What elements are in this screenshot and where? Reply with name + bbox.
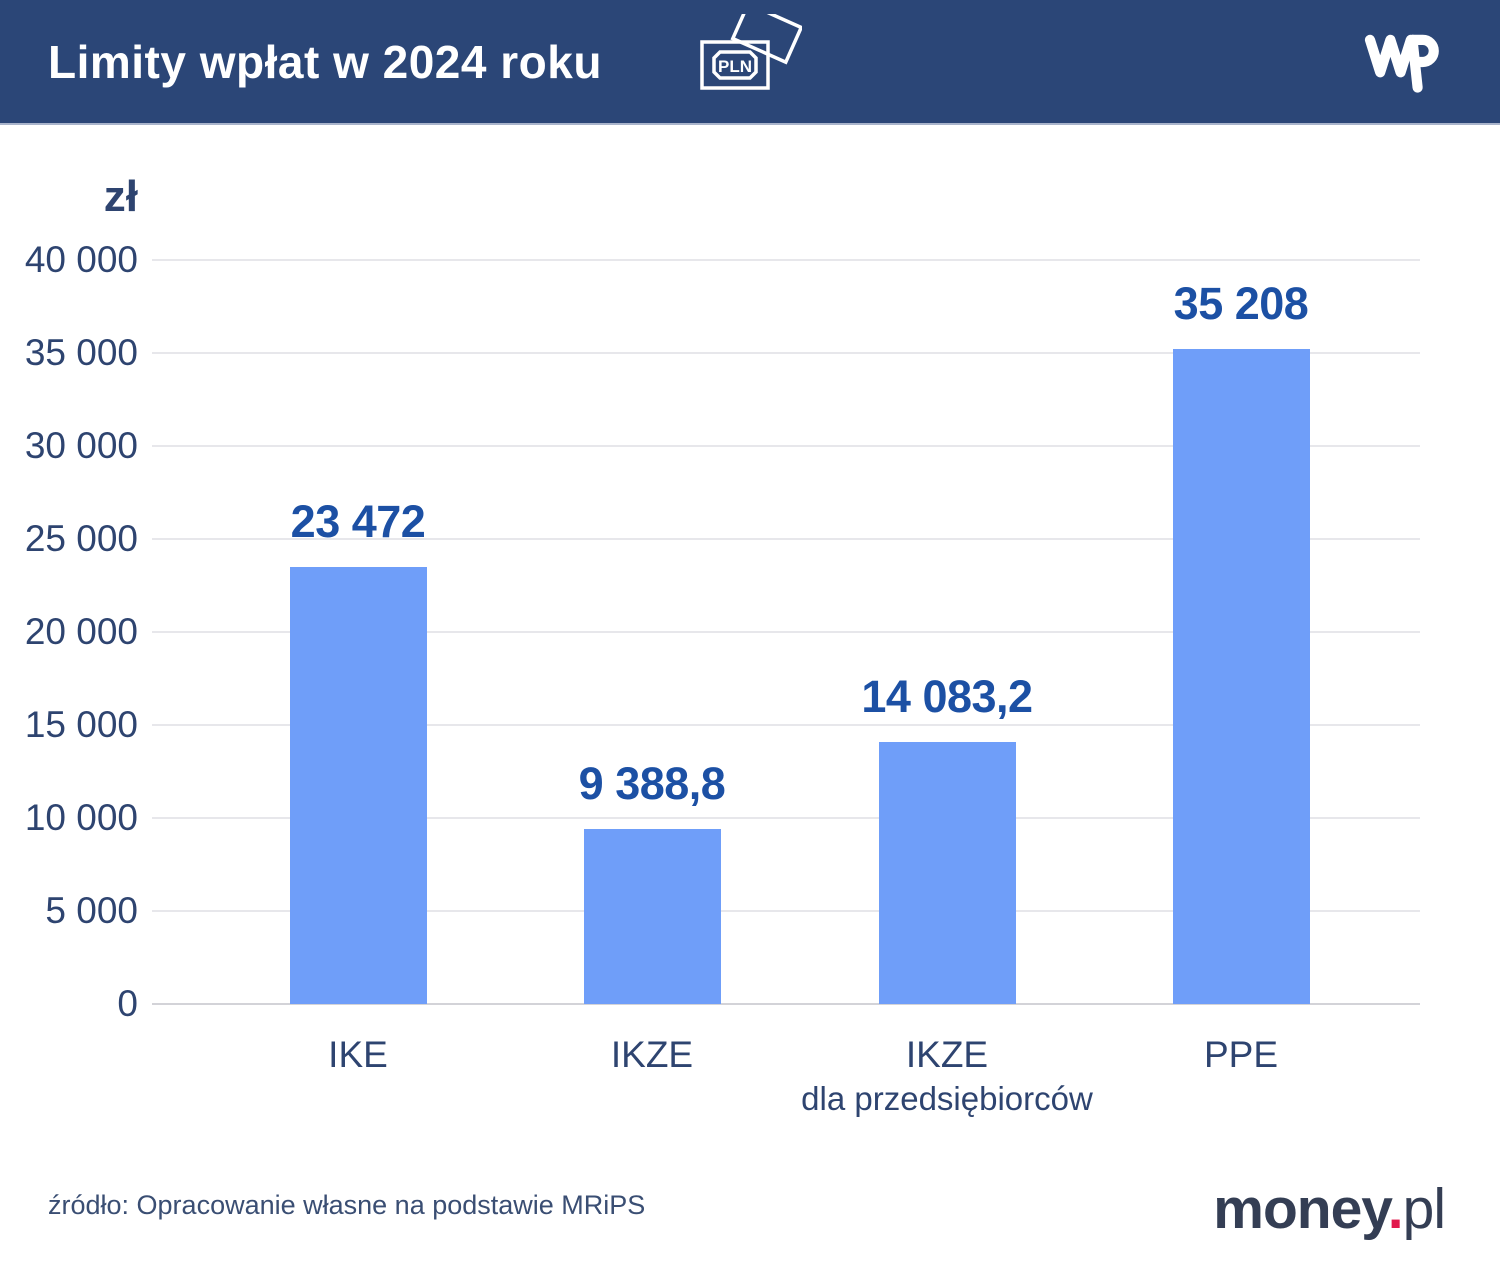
bar-value-label: 9 388,8 [578,758,726,810]
category-label-line: IKE [328,1034,388,1075]
gridline [152,817,1420,819]
category-label-line: IKZE [610,1034,694,1075]
category-label-line: dla przedsiębiorców [801,1080,1093,1117]
y-tick-label: 10 000 [24,797,138,838]
x-axis-category-label: IKE [158,1032,558,1078]
brand-pl-text: pl [1402,1177,1446,1241]
y-axis-unit-label: zł [103,172,138,221]
source-note: źródło: Opracowanie własne na podstawie … [48,1190,646,1220]
y-tick-label: 40 000 [24,239,138,280]
header: Limity wpłat w 2024 roku PLN [0,0,1500,125]
x-axis-category-label: PPE [1041,1032,1441,1078]
category-label-line: IKZE [905,1034,989,1075]
category-label-line: PPE [1203,1034,1279,1075]
brand-dot: . [1387,1177,1404,1241]
y-tick-label: 0 [117,983,138,1024]
y-tick-label: 20 000 [24,611,138,652]
gridline [152,724,1420,726]
pln-banknotes-icon: PLN [698,1,804,115]
y-tick-label: 5 000 [45,890,138,931]
bar-ikze [878,742,1016,1004]
bar-ppe [1172,349,1310,1004]
gridline [152,445,1420,447]
wp-logo-icon [1360,28,1448,101]
bar-ikze [583,829,721,1004]
moneypl-logo: money.pl [1213,1176,1446,1242]
x-axis-category-label: IKZE dla przedsiębiorców [747,1032,1147,1120]
page-title: Limity wpłat w 2024 roku [48,35,602,88]
gridline [152,352,1420,354]
y-tick-label: 30 000 [24,425,138,466]
gridline [152,259,1420,261]
gridline [152,631,1420,633]
bar-ike [289,567,427,1004]
x-axis-baseline [152,1003,1420,1005]
brand-money-text: money [1213,1177,1388,1241]
bar-value-label: 23 472 [290,496,426,548]
gridline [152,538,1420,540]
y-tick-label: 35 000 [24,332,138,373]
y-tick-label: 25 000 [24,518,138,559]
gridline [152,910,1420,912]
x-axis-category-label: IKZE [452,1032,852,1078]
bar-value-label: 14 083,2 [861,671,1033,723]
bar-chart: zł 40 000 35 000 30 000 25 000 20 000 15 000 10… [0,123,1500,1269]
bar-value-label: 35 208 [1173,278,1309,330]
pln-icon-text: PLN [718,57,752,76]
y-tick-label: 15 000 [24,704,138,745]
